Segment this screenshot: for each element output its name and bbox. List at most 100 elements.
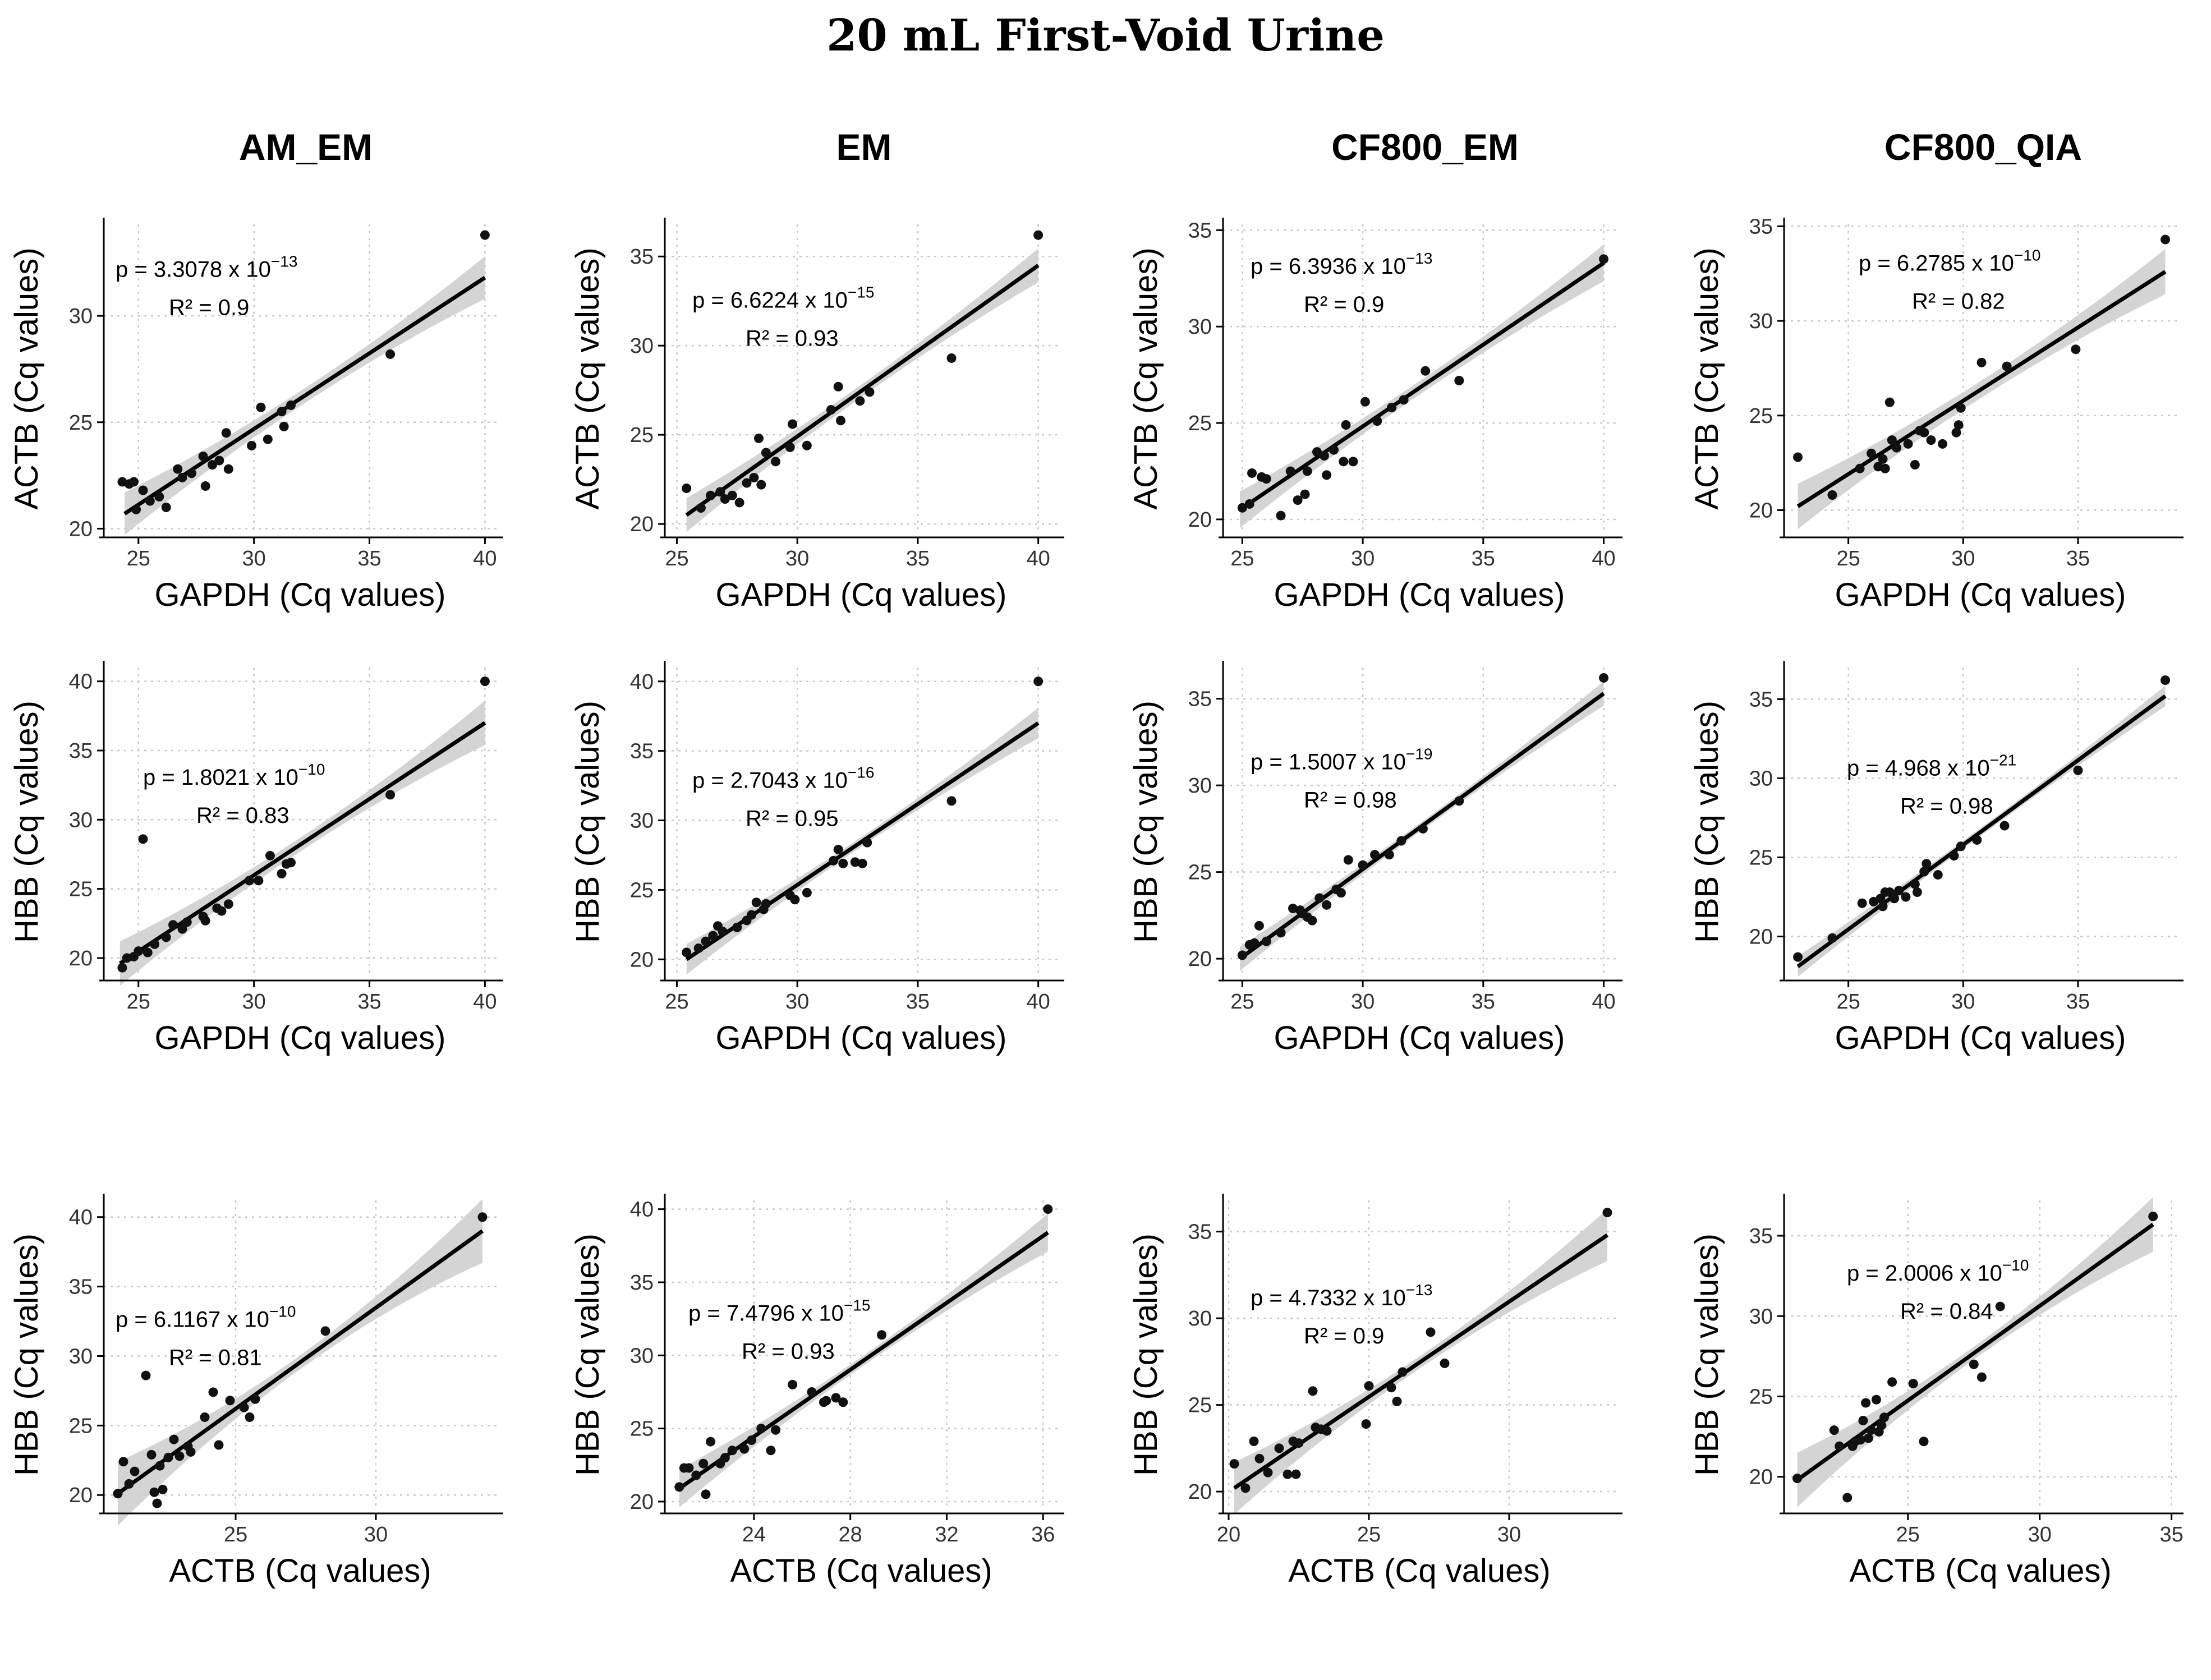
data-point: [1937, 439, 1947, 449]
data-point: [161, 932, 171, 942]
data-point: [850, 857, 860, 867]
data-point: [1995, 1301, 2005, 1311]
r-squared-label: R² = 0.81: [169, 1346, 262, 1370]
y-tick-label: 30: [1749, 310, 1773, 333]
data-point: [1842, 1493, 1853, 1503]
data-point: [946, 796, 957, 806]
data-point: [1933, 869, 1943, 880]
data-point: [118, 1457, 128, 1467]
data-point: [1827, 933, 1837, 943]
data-point: [1254, 1453, 1265, 1463]
data-point: [1263, 1467, 1273, 1478]
data-point: [1360, 397, 1370, 407]
x-tick-label: 40: [1027, 990, 1050, 1014]
data-point: [168, 920, 178, 930]
data-point: [807, 1387, 817, 1397]
data-point: [174, 1451, 185, 1461]
data-point: [761, 448, 771, 458]
x-tick-label: 32: [935, 1523, 958, 1546]
data-point: [1285, 466, 1295, 476]
x-tick-label: 35: [906, 547, 930, 570]
x-tick-label: 25: [224, 1523, 247, 1546]
data-point: [1421, 366, 1431, 376]
y-tick-label: 35: [630, 740, 654, 763]
data-point: [1956, 403, 1966, 413]
data-point: [2073, 765, 2083, 775]
data-point: [186, 1447, 196, 1457]
x-tick-label: 30: [242, 990, 266, 1014]
data-point: [1863, 1433, 1873, 1443]
data-point: [1858, 1415, 1868, 1425]
data-point: [1244, 499, 1254, 509]
data-point: [691, 1470, 701, 1480]
data-point: [145, 496, 155, 506]
y-tick-label: 35: [630, 1271, 654, 1295]
data-point: [1912, 887, 1922, 897]
y-tick-label: 30: [1188, 774, 1212, 798]
data-point: [1887, 1377, 1897, 1387]
data-point: [838, 1397, 848, 1407]
data-point: [1283, 1469, 1293, 1479]
regression-line: [678, 1231, 1049, 1490]
data-point: [1276, 510, 1286, 521]
data-point: [1240, 1483, 1251, 1493]
data-point: [1879, 1412, 1890, 1423]
regression-line: [1796, 694, 2167, 968]
data-point: [1976, 357, 1987, 367]
data-point: [833, 381, 843, 392]
regression-line: [1239, 261, 1605, 512]
p-value-label: p = 3.3078 x 10−13: [116, 253, 297, 282]
x-axis-label: GAPDH (Cq values): [1274, 577, 1565, 613]
panel-1: 25 30 35 40 20 25 30 GAPDH (Cq values) ACTB (Cq …: [8, 218, 503, 613]
r-squared-label: R² = 0.98: [1900, 794, 1993, 819]
data-point: [1956, 841, 1966, 851]
x-axis-label: GAPDH (Cq values): [1835, 1020, 2126, 1056]
data-point: [766, 1446, 776, 1456]
panel-12: 25 30 35 20 25 30 35 ACTB (Cq values) HBB (Cq va…: [1689, 1194, 2184, 1589]
data-point: [2148, 1212, 2158, 1222]
p-value-label: p = 6.6224 x 10−15: [692, 284, 874, 313]
y-tick-label: 30: [630, 809, 654, 833]
data-point: [857, 858, 867, 868]
x-tick-label: 35: [1472, 990, 1495, 1014]
data-point: [1829, 1425, 1839, 1435]
data-point: [1247, 468, 1257, 478]
x-tick-label: 35: [1472, 547, 1495, 570]
x-tick-label: 30: [1351, 990, 1375, 1014]
x-axis-label: GAPDH (Cq values): [155, 1020, 446, 1056]
data-point: [701, 936, 711, 946]
column-header-em: EM: [836, 126, 892, 168]
y-tick-label: 20: [1188, 508, 1212, 532]
panel-11: 20 25 30 20 25 30 35 ACTB (Cq values) HBB (Cq va…: [1128, 1194, 1622, 1589]
y-axis-label: HBB (Cq values): [1128, 701, 1164, 943]
x-axis-label: ACTB (Cq values): [169, 1553, 431, 1589]
data-point: [706, 490, 716, 500]
regression-line: [118, 721, 486, 965]
data-point: [698, 1458, 709, 1469]
y-tick-label: 40: [69, 1206, 93, 1230]
data-point: [946, 353, 957, 363]
data-point: [138, 485, 148, 495]
y-tick-label: 35: [69, 1276, 93, 1299]
data-point: [1396, 836, 1406, 846]
data-point: [727, 490, 737, 500]
data-point: [1307, 915, 1317, 926]
data-point: [771, 1425, 781, 1435]
data-point: [1322, 470, 1332, 480]
data-point: [124, 1479, 134, 1489]
data-point: [152, 1498, 162, 1508]
p-value-label: p = 6.2785 x 10−10: [1859, 247, 2040, 276]
data-point: [1361, 1419, 1371, 1429]
data-point: [214, 1440, 224, 1450]
data-point: [141, 1370, 151, 1380]
data-point: [1348, 457, 1358, 467]
data-point: [1878, 901, 1888, 912]
data-point: [150, 939, 160, 949]
r-squared-label: R² = 0.82: [1912, 289, 2005, 314]
data-point: [1386, 1383, 1396, 1393]
data-point: [1877, 1420, 1887, 1430]
x-tick-label: 35: [2066, 990, 2090, 1014]
data-point: [1249, 1436, 1259, 1446]
data-point: [1322, 1426, 1332, 1436]
